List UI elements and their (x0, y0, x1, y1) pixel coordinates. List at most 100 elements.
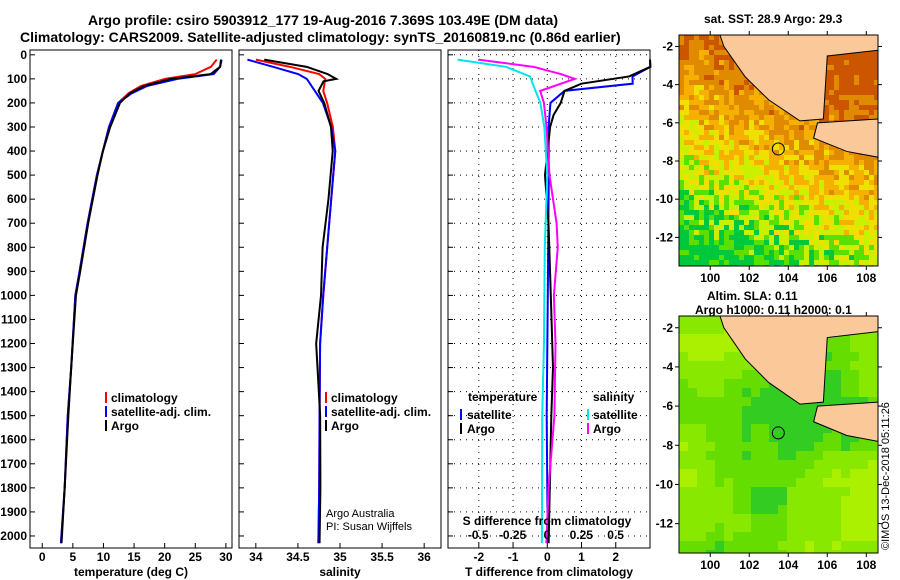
y-tick-label: 800 (7, 240, 27, 254)
x-tick-label: 30 (219, 550, 233, 564)
s-diff-axis-label: S difference from climatology (463, 514, 632, 528)
lon-tick-label: 102 (739, 271, 759, 285)
annotation-text: PI: Susan Wijffels (326, 521, 412, 533)
legend-label: Argo (331, 419, 359, 433)
legend-swatch (325, 420, 327, 431)
sst-map-title: sat. SST: 28.9 Argo: 29.3 (704, 12, 843, 26)
difference-profile-panel: -2 -1 0 1 2T difference from climatology temp… (447, 49, 652, 579)
title-line-2: Climatology: CARS2009. Satellite-adjuste… (20, 29, 621, 45)
credit-text: ©IMOS 13-Dec-2018 05:11:26 (880, 402, 892, 550)
s-diff-tick-label: 0.25 (570, 528, 594, 542)
lat-tick-label: -6 (662, 399, 673, 413)
y-tick-label: 600 (7, 192, 27, 206)
series-line-satellite-adj-clim- (247, 58, 337, 544)
argo-position-marker (771, 142, 785, 156)
y-tick-label: 200 (7, 96, 27, 110)
lon-tick-label: 106 (817, 271, 837, 285)
y-tick-label: 1200 (0, 337, 27, 351)
x-tick-label: -1 (508, 550, 519, 564)
legend-label: satellite (593, 408, 638, 422)
salinity-profile-panel: 34 34.5 35 35.5 36 salinity climatologysatelli… (238, 49, 442, 579)
land-mass (813, 401, 878, 442)
title-line-1: Argo profile: csiro 5903912_177 19-Aug-2… (88, 12, 558, 28)
y-tick-label: 2000 (0, 529, 27, 543)
x-tick-label: 5 (70, 550, 77, 564)
plot-frame (447, 49, 651, 549)
series-line-salinity-satellite (457, 58, 549, 544)
map-frame (678, 315, 879, 554)
y-tick-label: 1600 (0, 433, 27, 447)
argo-position-marker (771, 426, 785, 440)
legend-salinity-title: salinity (593, 390, 635, 404)
plot-frame (29, 49, 233, 549)
land-mass (813, 118, 878, 158)
y-tick-label: 1900 (0, 505, 27, 519)
lat-tick-label: -10 (656, 477, 674, 491)
legend-label: satellite-adj. clim. (111, 405, 211, 419)
y-tick-label: 400 (7, 144, 27, 158)
x-tick-label: 0 (39, 550, 46, 564)
sla-map-title-2: Argo h1000: 0.11 h2000: 0.1 (695, 303, 852, 317)
y-tick-label: 700 (7, 216, 27, 230)
series-line-satellite-adj-clim- (59, 59, 223, 544)
series-line-climatology (59, 58, 218, 544)
sst-map: -2 -4 -6 -8 -10 -12 100 102 104 106 108 (656, 31, 882, 285)
lon-tick-label: 104 (778, 558, 798, 572)
x-tick-label: 20 (158, 550, 172, 564)
series-line-temperature-satellite (545, 59, 652, 544)
x-tick-label: -2 (473, 550, 484, 564)
legend-label: satellite-adj. clim. (331, 405, 431, 419)
series-line-argo (60, 59, 222, 544)
legend-label: Argo (467, 422, 495, 436)
y-tick-label: 1700 (0, 457, 27, 471)
s-diff-tick-label: -0.5 (468, 528, 489, 542)
y-tick-label: 1100 (1, 312, 27, 326)
lon-tick-label: 104 (778, 271, 798, 285)
sla-map: -2 -4 -6 -8 -10 -12 100 102 104 106 108 (656, 312, 882, 572)
x-tick-label: 0 (544, 550, 551, 564)
legend-label: satellite (467, 408, 512, 422)
legend-swatch (587, 423, 589, 434)
legend-temperature-title: temperature (468, 390, 538, 404)
y-tick-label: 500 (7, 168, 27, 182)
lat-tick-label: -6 (662, 116, 673, 130)
legend-swatch (587, 409, 589, 420)
x-tick-label: 35.5 (370, 550, 394, 564)
annotation-text: Argo Australia (326, 508, 395, 520)
series-line-temperature-argo (543, 59, 652, 544)
s-diff-tick-label: -0.25 (499, 528, 527, 542)
x-tick-label: 34 (249, 550, 263, 564)
lon-tick-label: 102 (739, 558, 759, 572)
x-tick-label: 34.5 (286, 550, 310, 564)
legend-swatch (460, 409, 462, 420)
lat-tick-label: -4 (662, 360, 673, 374)
legend-label: Argo (111, 419, 139, 433)
y-tick-label: 1500 (0, 409, 27, 423)
legend-label: climatology (331, 391, 398, 405)
y-tick-label: 300 (7, 120, 27, 134)
x-tick-label: 2 (612, 550, 619, 564)
land-mass (719, 35, 878, 122)
lat-tick-label: -8 (662, 154, 673, 168)
y-tick-label: 0 (20, 48, 27, 62)
x-axis-label: temperature (deg C) (74, 565, 188, 579)
lon-tick-label: 108 (856, 558, 876, 572)
lat-tick-label: -12 (656, 230, 674, 244)
lat-tick-label: -10 (656, 192, 674, 206)
legend-swatch (460, 423, 462, 434)
x-tick-label: 1 (578, 550, 585, 564)
legend-label: climatology (111, 391, 178, 405)
s-diff-tick-label: 0.5 (607, 528, 624, 542)
y-tick-label: 1000 (0, 288, 27, 302)
land-mass (719, 316, 878, 405)
series-line-argo (264, 58, 340, 544)
lon-tick-label: 100 (700, 271, 720, 285)
temperature-profile-panel: 0100200300400500600700800900100011001200… (0, 48, 233, 579)
legend-swatch (325, 406, 327, 417)
sla-map-title-1: Altim. SLA: 0.11 (707, 289, 798, 303)
lon-tick-label: 108 (856, 271, 876, 285)
y-tick-label: 1800 (0, 481, 27, 495)
y-tick-label: 900 (7, 264, 27, 278)
lat-tick-label: -12 (656, 517, 674, 531)
